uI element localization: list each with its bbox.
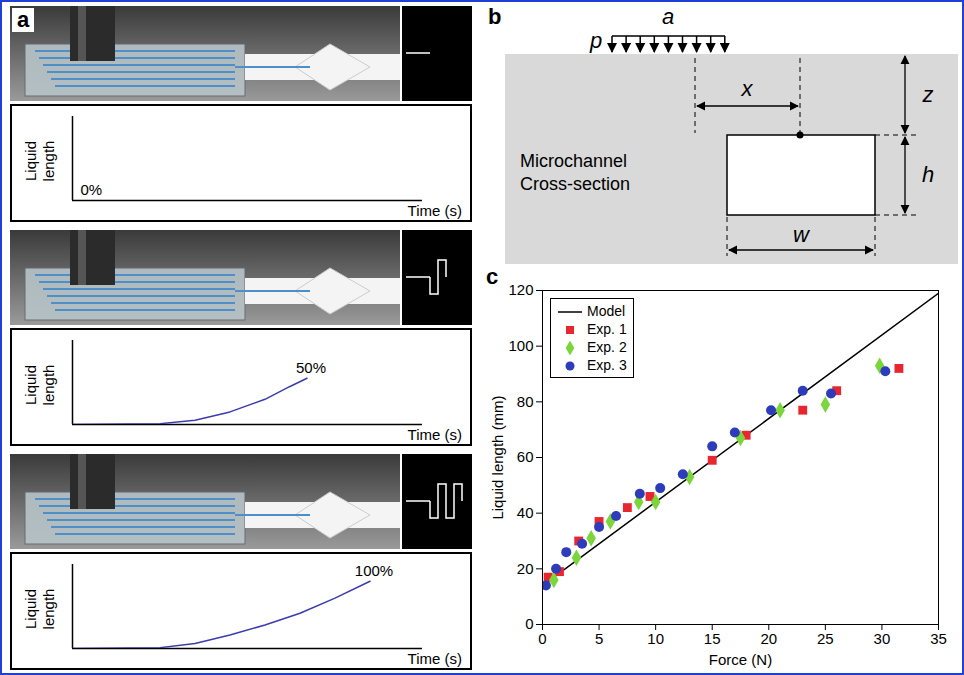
html-text:Model: Model [587, 303, 626, 319]
svg-text:100%: 100% [355, 562, 393, 579]
svg-text:x: x [741, 76, 754, 101]
svg-text:z: z [922, 82, 934, 107]
svg-text:Liquid: Liquid [22, 365, 39, 405]
svg-text:Cross-section: Cross-section [520, 174, 630, 194]
svg-text:Liquid length (mm): Liquid length (mm) [489, 395, 506, 519]
svg-text:5: 5 [595, 630, 603, 647]
svg-text:25: 25 [817, 630, 834, 647]
html-text:Exp. 2: Exp. 2 [587, 339, 627, 355]
svg-text:a: a [662, 4, 674, 29]
svg-text:60: 60 [517, 448, 534, 465]
html-text:c: c [486, 264, 499, 289]
svg-text:80: 80 [517, 393, 534, 410]
html-text:Exp. 1: Exp. 1 [587, 321, 627, 337]
svg-text:120: 120 [508, 281, 533, 298]
svg-text:Liquid: Liquid [22, 589, 39, 629]
svg-text:20: 20 [517, 560, 534, 577]
svg-text:length: length [40, 141, 57, 182]
svg-text:p: p [589, 28, 602, 53]
svg-text:0%: 0% [81, 181, 103, 198]
html-text:a: a [17, 7, 30, 32]
html-text:Exp. 3: Exp. 3 [587, 357, 627, 373]
svg-text:Time (s): Time (s) [408, 650, 462, 667]
svg-text:b: b [488, 4, 501, 29]
svg-text:40: 40 [517, 504, 534, 521]
svg-text:Force (N): Force (N) [709, 651, 772, 668]
svg-text:0: 0 [525, 615, 533, 632]
svg-text:0: 0 [538, 630, 546, 647]
svg-text:Liquid: Liquid [22, 141, 39, 181]
svg-text:15: 15 [704, 630, 721, 647]
svg-text:w: w [793, 222, 811, 247]
svg-text:100: 100 [508, 337, 533, 354]
svg-text:length: length [40, 365, 57, 406]
svg-text:35: 35 [930, 630, 947, 647]
svg-text:Microchannel: Microchannel [520, 151, 627, 171]
svg-text:h: h [922, 162, 934, 187]
svg-text:10: 10 [647, 630, 664, 647]
svg-text:Time (s): Time (s) [408, 426, 462, 443]
svg-text:50%: 50% [296, 359, 326, 376]
svg-text:length: length [40, 589, 57, 630]
svg-text:30: 30 [874, 630, 891, 647]
svg-text:Time (s): Time (s) [408, 202, 462, 219]
svg-text:20: 20 [760, 630, 777, 647]
